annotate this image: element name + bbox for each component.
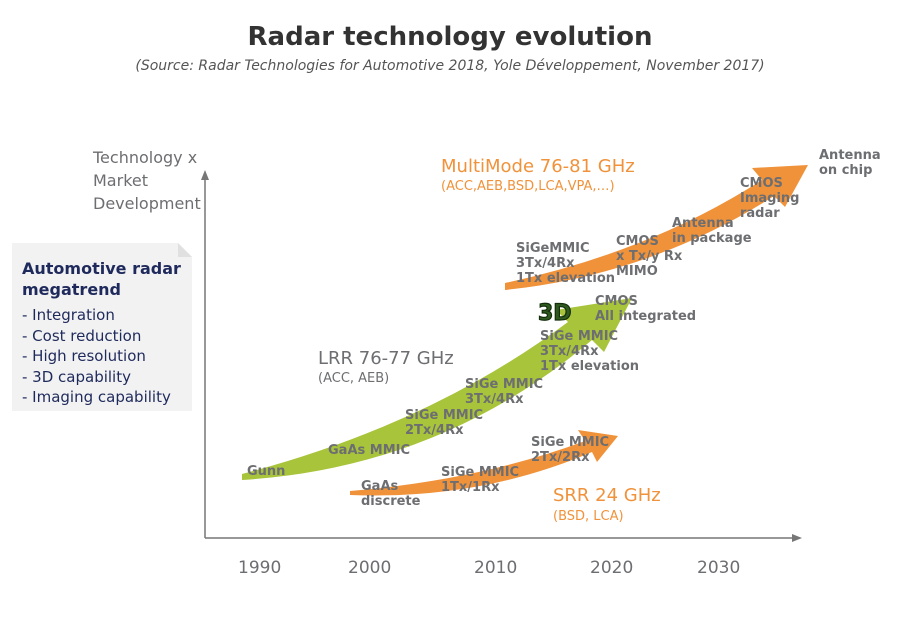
x-axis-arrowhead [792, 534, 802, 542]
lrr-arrow [242, 298, 632, 480]
diagram-subtitle: (Source: Radar Technologies for Automoti… [135, 58, 765, 74]
x-tick: 2030 [697, 558, 741, 578]
megatrend-item: - 3D capability [22, 367, 131, 386]
3d-badge-text: 3D [538, 301, 572, 326]
srr-milestone: GaAs discrete [361, 479, 421, 509]
lrr-milestone: SiGe MMIC 3Tx/4Rx [465, 377, 544, 407]
multimode-milestone: CMOS x Tx/y Rx MIMO [616, 234, 683, 279]
megatrend-list: - Integration - Cost reduction - High re… [22, 305, 171, 408]
megatrend-item: - High resolution [22, 347, 146, 365]
srr-milestone: SiGe MMIC 2Tx/2Rx [531, 435, 610, 465]
x-tick: 1990 [238, 558, 282, 578]
folded-corner-shadow [178, 243, 192, 257]
y-axis-arrowhead [201, 170, 209, 180]
lrr-milestone: SiGe MMIC 2Tx/4Rx [405, 408, 484, 438]
lrr-milestone: Gunn [247, 464, 286, 479]
megatrend-item: - Cost reduction [22, 326, 142, 345]
multimode-milestone: Antenna on chip [819, 148, 881, 178]
multimode-apps: (ACC,AEB,BSD,LCA,VPA,…) [441, 179, 615, 194]
srr-apps: (BSD, LCA) [553, 509, 624, 524]
x-tick: 2000 [348, 558, 392, 578]
lrr-title: LRR 76-77 GHz [318, 348, 454, 369]
megatrend-title: Automotive radar megatrend [22, 259, 181, 299]
lrr-milestone: CMOS All integrated [595, 294, 697, 324]
multimode-arrow [505, 165, 808, 290]
lrr-apps: (ACC, AEB) [318, 371, 390, 386]
x-tick: 2020 [590, 558, 634, 578]
multimode-milestone: SiGeMMIC 3Tx/4Rx 1Tx elevation [516, 241, 616, 286]
diagram-title: Radar technology evolution [247, 22, 653, 52]
lrr-milestone: GaAs MMIC [328, 443, 411, 458]
srr-title: SRR 24 GHz [553, 485, 661, 506]
multimode-milestone: Antenna in package [672, 216, 752, 246]
megatrend-item: - Integration [22, 306, 115, 324]
multimode-milestone: CMOS Imaging radar [740, 176, 800, 221]
srr-arrow [350, 430, 618, 496]
megatrend-item: - Imaging capability [22, 388, 171, 406]
lrr-milestone: SiGe MMIC 3Tx/4Rx 1Tx elevation [540, 329, 640, 374]
y-axis-label: Technology x Market Development [93, 148, 201, 213]
megatrend-box [12, 243, 192, 411]
multimode-title: MultiMode 76-81 GHz [441, 156, 635, 177]
x-tick: 2010 [474, 558, 518, 578]
3d-badge: 3D [537, 300, 572, 326]
srr-milestone: SiGe MMIC 1Tx/1Rx [441, 465, 520, 495]
